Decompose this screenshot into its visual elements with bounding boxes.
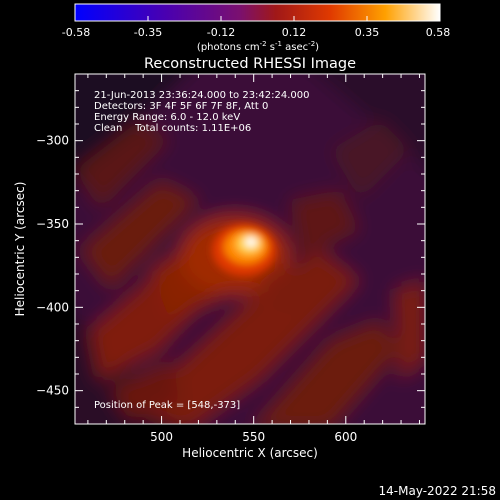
colorbar-tick-label: 0.58 (426, 26, 451, 39)
x-tick-label: 500 (150, 430, 173, 444)
colorbar-tick-label: -0.35 (134, 26, 162, 39)
colorbar-tick-label: -0.12 (207, 26, 235, 39)
y-tick-label: −400 (36, 300, 69, 314)
x-axis-label: Heliocentric X (arcsec) (182, 446, 318, 460)
x-axis-ticks: 500 550 600 (87, 74, 420, 444)
colorbar-unit-label: (photons cm-2 s-1 asec-2) (197, 40, 319, 53)
peak-position-label: Position of Peak = [548,-373] (94, 400, 240, 411)
y-tick-label: −350 (36, 217, 69, 231)
y-axis-ticks: −300 −350 −400 −450 (36, 73, 425, 425)
colorbar (74, 3, 441, 22)
colorbar-tick-label: 0.12 (282, 26, 307, 39)
colorbar-tick-label: -0.58 (62, 26, 90, 39)
timestamp: 14-May-2022 21:58 (379, 484, 496, 498)
x-tick-label: 550 (242, 430, 265, 444)
info-line: Clean Total counts: 1.11E+06 (94, 123, 251, 134)
chart-title: Reconstructed RHESSI Image (144, 56, 356, 72)
info-line: Energy Range: 6.0 - 12.0 keV (94, 112, 240, 123)
info-line: Detectors: 3F 4F 5F 6F 7F 8F, Att 0 (94, 101, 268, 112)
y-axis-label: Heliocentric Y (arcsec) (13, 182, 27, 317)
colorbar-tick-label: 0.35 (355, 26, 380, 39)
colorbar-ticks (74, 16, 441, 21)
plot-frame (74, 73, 426, 425)
y-tick-label: −450 (36, 384, 69, 398)
x-tick-label: 600 (334, 430, 357, 444)
heatmap-image (75, 74, 425, 424)
info-line: 21-Jun-2013 23:36:24.000 to 23:42:24.000 (94, 90, 310, 101)
y-tick-label: −300 (36, 134, 69, 148)
